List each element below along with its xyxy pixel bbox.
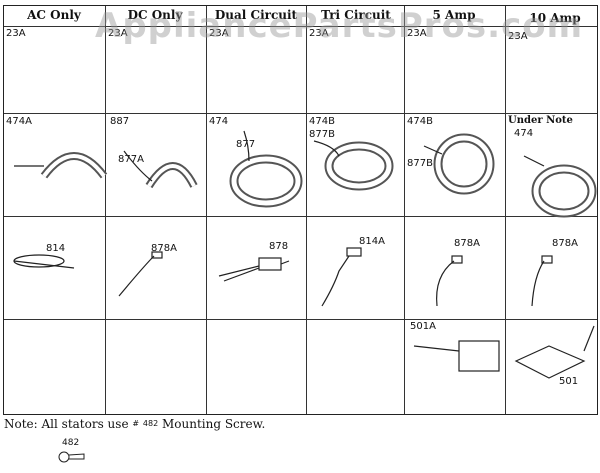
- column-header-dc-only: DC Only: [127, 8, 183, 22]
- divider: [505, 6, 506, 414]
- mounting-screw-note: Note: All stators use # 482 Mounting Scr…: [4, 417, 265, 431]
- stator-icon: [423, 133, 495, 195]
- part-label: 878A: [552, 238, 578, 249]
- column-header-5-amp: 5 Amp: [432, 8, 476, 22]
- part-label: 23A: [6, 28, 26, 39]
- parts-illustrations: [13, 130, 597, 379]
- rectifier-icon: [514, 325, 595, 379]
- wire-harness-icon: [218, 257, 290, 282]
- divider: [404, 6, 405, 414]
- part-label: 23A: [209, 28, 229, 39]
- wire-harness-icon: [118, 251, 163, 297]
- divider: [4, 26, 597, 27]
- stator-icon: [14, 152, 108, 179]
- part-label: 474A: [6, 116, 32, 127]
- part-note: Under Note: [508, 115, 573, 126]
- part-label: 23A: [309, 28, 329, 39]
- wire-harness-icon: [436, 255, 463, 307]
- screw-icon: [58, 451, 85, 463]
- part-label: 23A: [108, 28, 128, 39]
- divider: [206, 6, 207, 414]
- stator-icon: [523, 155, 597, 218]
- part-label: 501A: [410, 321, 436, 332]
- column-header-dual-circuit: Dual Circuit: [214, 8, 298, 22]
- part-label: 474: [514, 128, 534, 139]
- part-label: 814: [46, 243, 66, 254]
- note-hash: #: [132, 419, 140, 428]
- column-header-tri-circuit: Tri Circuit: [321, 8, 391, 22]
- part-label: 877B: [309, 129, 335, 140]
- rectifier-icon: [413, 340, 500, 372]
- divider: [4, 113, 597, 114]
- column-header-10-amp: 10 Amp: [529, 11, 581, 25]
- part-label: 23A: [407, 28, 427, 39]
- divider: [306, 6, 307, 414]
- note-text: Note: All stators use: [4, 417, 133, 431]
- part-label: 878: [269, 241, 289, 252]
- part-label: 501: [559, 376, 579, 387]
- part-label: 877B: [407, 158, 433, 169]
- part-label: 814A: [359, 236, 385, 247]
- note-text: Mounting Screw.: [158, 417, 266, 431]
- screw-label: 482: [62, 438, 80, 448]
- divider: [4, 216, 597, 217]
- stator-icon: [313, 140, 394, 191]
- stator-icon: [229, 130, 303, 208]
- column-header-ac-only: AC Only: [27, 8, 81, 22]
- note-part-number: 482: [142, 419, 159, 428]
- wire-harness-icon: [13, 254, 75, 269]
- parts-grid: AC Only DC Only Dual Circuit Tri Circuit…: [3, 5, 598, 415]
- divider: [105, 6, 106, 414]
- divider: [4, 319, 597, 320]
- stator-icon: [123, 150, 198, 189]
- part-label: 887: [110, 116, 130, 127]
- wire-harness-icon: [531, 255, 553, 307]
- part-label: 877: [236, 139, 256, 150]
- part-label: 878A: [151, 243, 177, 254]
- part-label: 474B: [407, 116, 433, 127]
- wire-harness-icon: [321, 247, 362, 307]
- part-label: 474: [209, 116, 229, 127]
- part-label: 474B: [309, 116, 335, 127]
- part-label: 23A: [508, 31, 528, 42]
- part-label: 878A: [454, 238, 480, 249]
